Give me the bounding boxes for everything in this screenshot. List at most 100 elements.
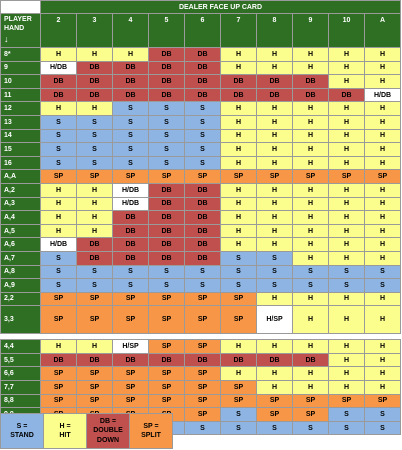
table-row: A,8 S S S S S S S S S S — [0, 264, 401, 280]
strategy-cell: SP — [112, 305, 149, 335]
strategy-cell: DB — [148, 60, 185, 76]
strategy-cell: S — [40, 250, 77, 266]
legend-line: DB = — [99, 418, 117, 426]
down-arrow-icon: ↓ — [4, 33, 9, 44]
strategy-cell: S — [112, 114, 149, 130]
strategy-cell: H — [292, 210, 329, 225]
legend-h: H = HIT — [43, 413, 87, 449]
strategy-cell: H — [292, 182, 329, 198]
strategy-cell: SP — [40, 291, 77, 307]
strategy-cell: S — [364, 264, 401, 280]
strategy-cell: H — [256, 339, 293, 354]
strategy-cell: S — [292, 420, 329, 436]
strategy-cell: H — [328, 210, 365, 225]
dealer-title: DEALER FACE UP CARD — [40, 0, 401, 14]
player-hand-A-A: A,A — [0, 169, 41, 184]
legend-s: S = STAND — [0, 413, 44, 449]
table-row: 10 DB DB DB DB DB DB DB DB H H — [0, 74, 401, 89]
strategy-cell: H — [364, 196, 401, 212]
strategy-cell: SP — [76, 393, 113, 409]
strategy-cell: DB — [184, 250, 221, 266]
strategy-cell: S — [220, 250, 257, 266]
strategy-cell: S — [148, 101, 185, 116]
strategy-cell: S — [112, 128, 149, 144]
player-hand-13: 13 — [0, 114, 41, 130]
strategy-cell: H — [40, 182, 77, 198]
strategy-cell: H — [40, 339, 77, 354]
player-hand-text: PLAYER HAND — [4, 16, 32, 32]
player-hand-9: 9 — [0, 60, 41, 76]
player-hand-8-: 8* — [0, 47, 41, 62]
strategy-cell: H — [328, 182, 365, 198]
strategy-cell: SP — [76, 366, 113, 382]
legend-line: H = — [59, 422, 71, 430]
legend-line: STAND — [10, 432, 34, 439]
strategy-cell: H — [328, 74, 365, 89]
strategy-cell: H — [256, 155, 293, 171]
strategy-cell: DB — [220, 87, 257, 103]
strategy-cell: DB — [184, 74, 221, 89]
strategy-cell: DB — [256, 87, 293, 103]
strategy-cell: SP — [184, 291, 221, 307]
strategy-cell: H/SP — [256, 305, 293, 335]
player-hand-A-3: A,3 — [0, 196, 41, 212]
dealer-card-10: 10 — [328, 13, 365, 48]
strategy-cell: DB — [76, 237, 113, 252]
strategy-cell: SP — [148, 291, 185, 307]
strategy-cell: H — [256, 223, 293, 239]
strategy-cell: H — [256, 142, 293, 157]
strategy-cell: SP — [184, 169, 221, 184]
strategy-cell: H/SP — [112, 339, 149, 354]
table-row: 5,5 DB DB DB DB DB DB DB DB H H — [0, 352, 401, 368]
strategy-cell: S — [184, 128, 221, 144]
strategy-cell: SP — [292, 393, 329, 409]
strategy-cell: S — [148, 264, 185, 280]
strategy-cell: S — [148, 142, 185, 157]
strategy-cell: H — [328, 60, 365, 76]
strategy-cell: SP — [40, 169, 77, 184]
strategy-cell: H — [292, 47, 329, 62]
strategy-cell: H — [256, 196, 293, 212]
strategy-cell: SP — [76, 291, 113, 307]
table-row: 2,2 SP SP SP SP SP SP H H H H — [0, 291, 401, 307]
strategy-cell: DB — [112, 60, 149, 76]
strategy-cell: S — [184, 155, 221, 171]
strategy-cell: H/DB — [40, 237, 77, 252]
strategy-cell: DB — [184, 223, 221, 239]
table-row: A,A SP SP SP SP SP SP SP SP SP SP — [0, 169, 401, 184]
strategy-cell: DB — [40, 74, 77, 89]
legend-line: S = — [16, 422, 28, 430]
dealer-card-5: 5 — [148, 13, 185, 48]
legend-line: SP = — [143, 422, 159, 430]
strategy-cell: DB — [112, 352, 149, 368]
strategy-cell: DB — [76, 250, 113, 266]
table-row: 15 S S S S S H H H H H — [0, 142, 401, 157]
strategy-cell: H — [256, 291, 293, 307]
legend-line: HIT — [59, 432, 71, 439]
strategy-cell: SP — [184, 366, 221, 382]
strategy-cell: SP — [184, 339, 221, 354]
legend-line: SPLIT — [141, 432, 161, 439]
player-hand-A-8: A,8 — [0, 264, 41, 280]
strategy-cell: SP — [112, 291, 149, 307]
strategy-cell: S — [76, 142, 113, 157]
strategy-cell: H — [220, 237, 257, 252]
strategy-cell: S — [328, 407, 365, 422]
table-row: A,4 H H DB DB DB H H H H H — [0, 210, 401, 225]
strategy-cell: S — [148, 155, 185, 171]
strategy-cell: DB — [184, 47, 221, 62]
strategy-cell: S — [184, 278, 221, 293]
strategy-cell: S — [112, 101, 149, 116]
strategy-cell: H — [256, 114, 293, 130]
player-hand-4-4: 4,4 — [0, 339, 41, 354]
strategy-cell: H — [328, 291, 365, 307]
strategy-cell: DB — [76, 352, 113, 368]
strategy-cell: SP — [256, 393, 293, 409]
strategy-cell: H — [364, 210, 401, 225]
strategy-cell: SP — [148, 366, 185, 382]
strategy-cell: DB — [148, 87, 185, 103]
strategy-cell: DB — [76, 87, 113, 103]
strategy-cell: SP — [40, 366, 77, 382]
strategy-cell: H — [292, 380, 329, 395]
